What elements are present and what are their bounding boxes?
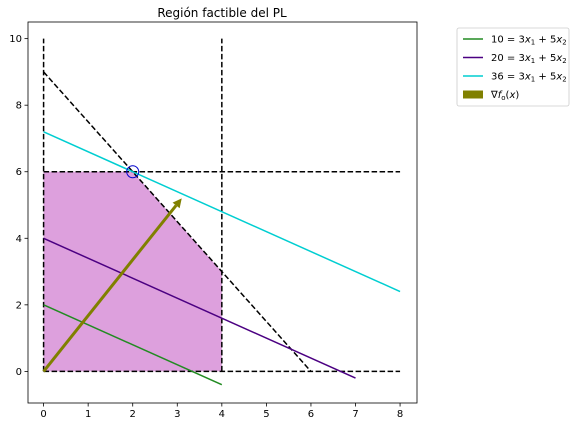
y-tick-label: 10: [9, 34, 22, 45]
x-tick-label: 8: [397, 409, 403, 420]
gradient-arrow-head: [172, 198, 182, 209]
y-tick-label: 2: [16, 300, 22, 311]
constraint-line-5: [43, 71, 312, 372]
legend: 10 = 3x1 + 5x2 20 = 3x1 + 5x2 36 = 3x1 + 5…: [456, 27, 570, 107]
x-tick-label: 1: [85, 409, 91, 420]
series-line-1: [43, 304, 223, 386]
x-tick-label: 3: [174, 409, 180, 420]
series-line-3: [43, 131, 401, 293]
chart-title: Región factible del PL: [157, 6, 287, 20]
plot-area: [42, 38, 401, 386]
x-axis: 0 1 2 3 4 5 6 7 8: [40, 403, 403, 420]
optimal-point-marker: [126, 165, 140, 179]
x-tick-label: 4: [219, 409, 225, 420]
y-tick-label: 4: [16, 234, 22, 245]
legend-label-2: 20 = 3x1 + 5x2: [491, 53, 567, 65]
y-tick-label: 0: [16, 367, 22, 378]
x-tick-label: 5: [263, 409, 269, 420]
x-tick-label: 2: [130, 409, 136, 420]
legend-label-gradient: ∇fo(x): [490, 90, 519, 102]
legend-label-1: 10 = 3x1 + 5x2: [491, 35, 567, 47]
x-tick-label: 7: [352, 409, 358, 420]
axes-frame: [27, 21, 418, 404]
series-line-2: [43, 237, 356, 379]
y-tick-label: 8: [16, 101, 22, 112]
y-tick-label: 6: [16, 167, 22, 178]
feasible-region: [43, 171, 222, 372]
y-axis: 0 2 4 6 8 10: [9, 34, 28, 378]
gradient-arrow-shaft: [42, 204, 178, 373]
x-tick-label: 6: [308, 409, 314, 420]
x-tick-label: 0: [40, 409, 46, 420]
legend-frame: [456, 27, 570, 107]
legend-swatch-gradient: [463, 90, 483, 99]
legend-label-3: 36 = 3x1 + 5x2: [491, 72, 567, 84]
